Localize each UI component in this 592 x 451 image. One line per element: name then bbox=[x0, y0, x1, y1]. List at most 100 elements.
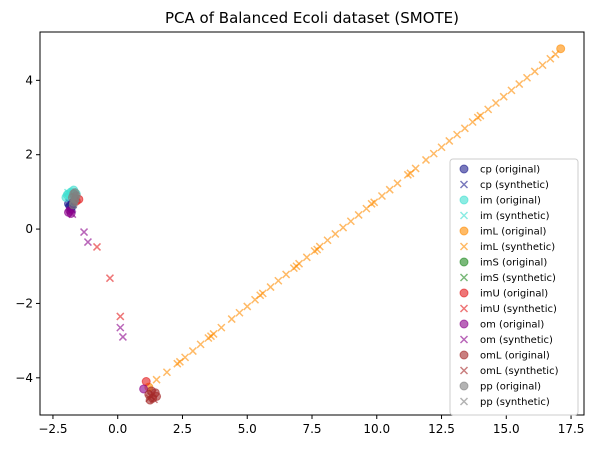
legend-marker bbox=[459, 211, 469, 220]
data-point bbox=[484, 105, 493, 114]
data-point bbox=[313, 245, 322, 254]
legend-marker bbox=[459, 257, 469, 267]
data-point bbox=[530, 67, 539, 76]
x-tick-label: 10.0 bbox=[363, 422, 390, 436]
legend-marker bbox=[459, 350, 469, 360]
data-point bbox=[227, 315, 236, 324]
data-point bbox=[152, 375, 161, 384]
data-point bbox=[235, 308, 244, 317]
data-point bbox=[243, 302, 252, 311]
legend-label: om (original) bbox=[480, 320, 544, 331]
data-point bbox=[354, 210, 363, 219]
y-axis: −4 −2 0 2 4 bbox=[15, 73, 40, 385]
legend-label: pp (original) bbox=[480, 382, 541, 393]
data-point bbox=[116, 312, 125, 321]
x-tick-label: 17.5 bbox=[558, 422, 585, 436]
data-point bbox=[515, 80, 524, 89]
legend-marker bbox=[459, 288, 469, 298]
legend-marker bbox=[459, 273, 469, 282]
data-point bbox=[385, 185, 394, 194]
data-point bbox=[292, 262, 301, 271]
data-point bbox=[323, 236, 332, 245]
legend-label: im (synthetic) bbox=[480, 211, 550, 222]
data-point bbox=[256, 291, 265, 300]
data-point bbox=[118, 332, 127, 341]
data-point bbox=[331, 229, 340, 238]
y-tick-label: 0 bbox=[25, 222, 33, 236]
data-point bbox=[453, 130, 462, 139]
x-tick-label: 12.5 bbox=[428, 422, 455, 436]
data-point bbox=[473, 113, 482, 122]
legend-marker bbox=[459, 226, 469, 236]
data-point bbox=[175, 357, 184, 366]
data-point bbox=[429, 149, 438, 158]
y-tick-label: −2 bbox=[15, 296, 33, 310]
data-point bbox=[346, 217, 355, 226]
x-tick-label: 2.5 bbox=[173, 422, 192, 436]
data-point bbox=[105, 274, 114, 283]
legend-label: imS (synthetic) bbox=[480, 273, 556, 284]
data-point bbox=[266, 283, 275, 292]
data-point bbox=[83, 238, 92, 247]
legend-label: imS (original) bbox=[480, 258, 547, 269]
data-point bbox=[141, 377, 151, 387]
legend-label: im (original) bbox=[480, 196, 541, 207]
data-point bbox=[491, 98, 500, 108]
data-point bbox=[302, 253, 311, 262]
legend-marker bbox=[459, 366, 469, 375]
x-tick-label: 5.0 bbox=[238, 422, 257, 436]
data-point bbox=[507, 86, 516, 95]
y-tick-label: 2 bbox=[25, 148, 33, 162]
data-point bbox=[92, 242, 102, 251]
legend-marker bbox=[459, 335, 469, 344]
data-point bbox=[551, 50, 560, 59]
legend-marker bbox=[459, 180, 469, 189]
legend-marker bbox=[459, 319, 469, 329]
data-point bbox=[522, 73, 532, 82]
x-axis: −2.5 0.0 2.5 5.0 7.5 10.0 12.5 15.0 17.5 bbox=[38, 415, 584, 436]
data-point bbox=[445, 136, 454, 145]
legend-label: imL (original) bbox=[480, 227, 547, 238]
data-point bbox=[69, 196, 78, 205]
data-point bbox=[149, 395, 159, 404]
data-point bbox=[377, 191, 386, 201]
data-point bbox=[68, 210, 77, 219]
legend-label: omL (original) bbox=[480, 351, 550, 362]
legend-label: pp (synthetic) bbox=[480, 397, 550, 408]
data-point bbox=[460, 124, 469, 133]
data-point bbox=[162, 368, 171, 377]
data-point bbox=[206, 332, 216, 341]
legend-label: imU (synthetic) bbox=[480, 304, 557, 315]
x-tick-label: 7.5 bbox=[302, 422, 321, 436]
data-point bbox=[148, 389, 157, 398]
data-point bbox=[116, 323, 125, 332]
legend-label: imL (synthetic) bbox=[480, 242, 555, 253]
legend-marker bbox=[459, 242, 469, 251]
legend-label: cp (original) bbox=[480, 165, 540, 176]
legend-marker bbox=[459, 195, 469, 205]
y-tick-label: 4 bbox=[25, 73, 33, 87]
data-point bbox=[393, 179, 402, 188]
data-point bbox=[217, 323, 226, 332]
x-tick-label: 15.0 bbox=[493, 422, 520, 436]
legend-marker bbox=[459, 381, 469, 391]
legend-box bbox=[449, 158, 579, 416]
legend-marker bbox=[459, 164, 469, 174]
data-point bbox=[274, 276, 283, 285]
data-point bbox=[538, 61, 547, 70]
data-point bbox=[406, 169, 415, 178]
legend-label: cp (synthetic) bbox=[480, 180, 549, 191]
legend-label: omL (synthetic) bbox=[480, 366, 559, 377]
data-point bbox=[339, 223, 348, 232]
x-tick-label: 0.0 bbox=[108, 422, 127, 436]
data-point bbox=[367, 199, 376, 208]
data-point bbox=[282, 270, 291, 279]
legend-label: om (synthetic) bbox=[480, 335, 553, 346]
legend: cp (original) cp (synthetic) im (original)… bbox=[449, 158, 579, 416]
data-point bbox=[196, 340, 205, 349]
legend-marker bbox=[459, 304, 469, 313]
legend-marker bbox=[459, 397, 469, 406]
data-point bbox=[437, 143, 446, 152]
data-point bbox=[80, 228, 89, 237]
